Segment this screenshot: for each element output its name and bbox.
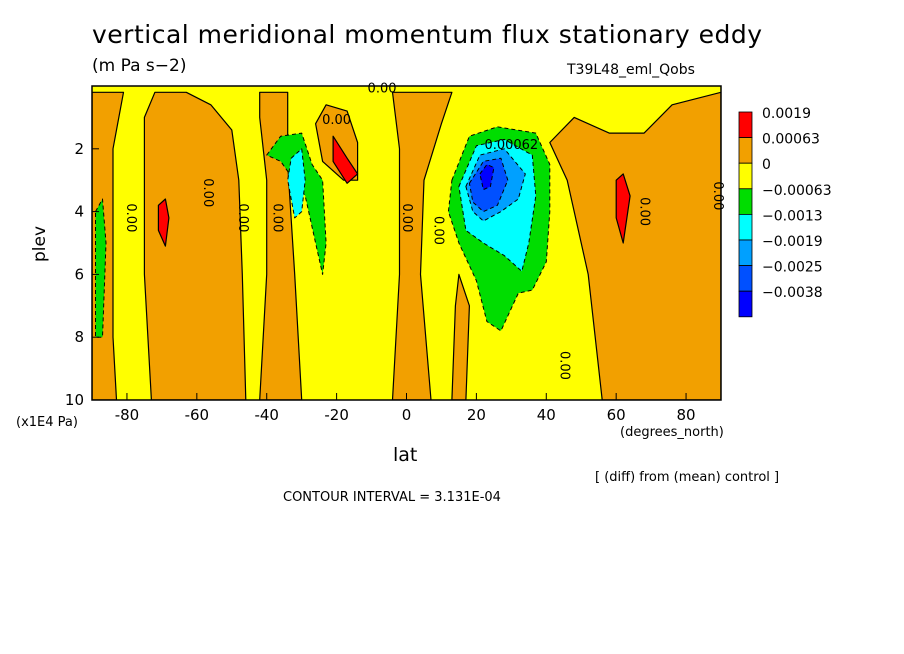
contour-interval: CONTOUR INTERVAL = 3.131E-04	[283, 490, 501, 505]
contour-label: 0.00	[200, 178, 215, 207]
contour-region	[391, 91, 453, 400]
contour-label: 0.00	[270, 203, 285, 232]
x-tick-label: 80	[677, 406, 696, 424]
contour-label: 0.00	[235, 203, 250, 232]
contour-region	[143, 91, 247, 400]
contour-region	[157, 198, 170, 247]
x-tick-label: 20	[467, 406, 486, 424]
x-tick-label: 60	[607, 406, 626, 424]
contour-region	[549, 91, 721, 400]
legend-label: 0.00063	[762, 132, 820, 148]
x-tick-label: -20	[324, 406, 349, 424]
x-axis-unit: (degrees_north)	[620, 425, 724, 440]
diff-note: [ (diff) from (mean) control ]	[595, 470, 780, 485]
contour-label: 0.00	[368, 82, 397, 97]
legend-label: 0.0019	[762, 106, 811, 122]
y-tick-label: 10	[65, 391, 84, 409]
x-axis: -80 -60 -40 -20 0 20 40 60 80	[115, 393, 696, 424]
legend-swatch	[738, 239, 753, 267]
y-tick-label: 4	[74, 203, 84, 221]
y-axis-unit: (x1E4 Pa)	[16, 415, 78, 430]
y-tick-label: 2	[74, 140, 84, 158]
x-tick-label: -80	[115, 406, 140, 424]
x-tick-label: 40	[537, 406, 556, 424]
legend-swatch	[738, 188, 753, 215]
legend-swatch	[738, 111, 753, 139]
contour-region	[332, 135, 359, 184]
color-legend: 0.0019 0.00063 0 −0.00063 −0.0013 −0.0019 −0.0…	[738, 106, 832, 318]
x-tick-label: -60	[185, 406, 210, 424]
legend-label: −0.00063	[762, 183, 832, 199]
y-tick-label: 6	[74, 265, 84, 283]
legend-label: 0	[762, 157, 771, 173]
chart-title: vertical meridional momentum flux statio…	[92, 20, 763, 49]
contour-label: 0.00062	[484, 138, 538, 153]
legend-swatch	[738, 290, 753, 318]
contour-region	[451, 273, 470, 400]
contour-label: 0.00	[399, 203, 414, 232]
contour-region	[615, 173, 631, 244]
y-axis-label: plev	[30, 225, 50, 262]
x-tick-label: -40	[254, 406, 279, 424]
contour-label: 0.00	[123, 203, 138, 232]
y-axis: 2 4 6 8 10	[65, 140, 99, 409]
legend-swatch	[738, 265, 753, 292]
contour-region	[287, 148, 306, 219]
x-tick-label: 0	[402, 406, 412, 424]
contour-region	[479, 164, 495, 191]
contour-label: 0.00	[710, 181, 725, 210]
contour-region	[95, 198, 107, 338]
run-label: T39L48_eml_Qobs	[567, 62, 695, 78]
legend-label: −0.0019	[762, 234, 823, 250]
contour-label: 0.00	[556, 351, 571, 380]
legend-swatch	[738, 213, 753, 241]
contour-label: 0.00	[430, 216, 445, 245]
legend-label: −0.0025	[762, 260, 823, 276]
contour-region	[259, 91, 303, 400]
legend-label: −0.0038	[762, 285, 823, 301]
chart-units: (m Pa s−2)	[92, 56, 187, 76]
x-axis-label: lat	[393, 444, 418, 466]
contour-labels: 0.00 0.00 0.00 0.00 0.00 0.00 0.00 0.00 0.00 0.00…	[123, 82, 725, 380]
legend-label: −0.0013	[762, 208, 823, 224]
contour-fills	[92, 91, 721, 400]
contour-label: 0.00	[637, 197, 652, 226]
legend-swatch	[738, 137, 753, 164]
legend-swatch	[738, 162, 753, 190]
contour-label: 0.00	[322, 113, 351, 128]
contour-region	[266, 132, 327, 275]
y-tick-label: 8	[74, 328, 84, 346]
